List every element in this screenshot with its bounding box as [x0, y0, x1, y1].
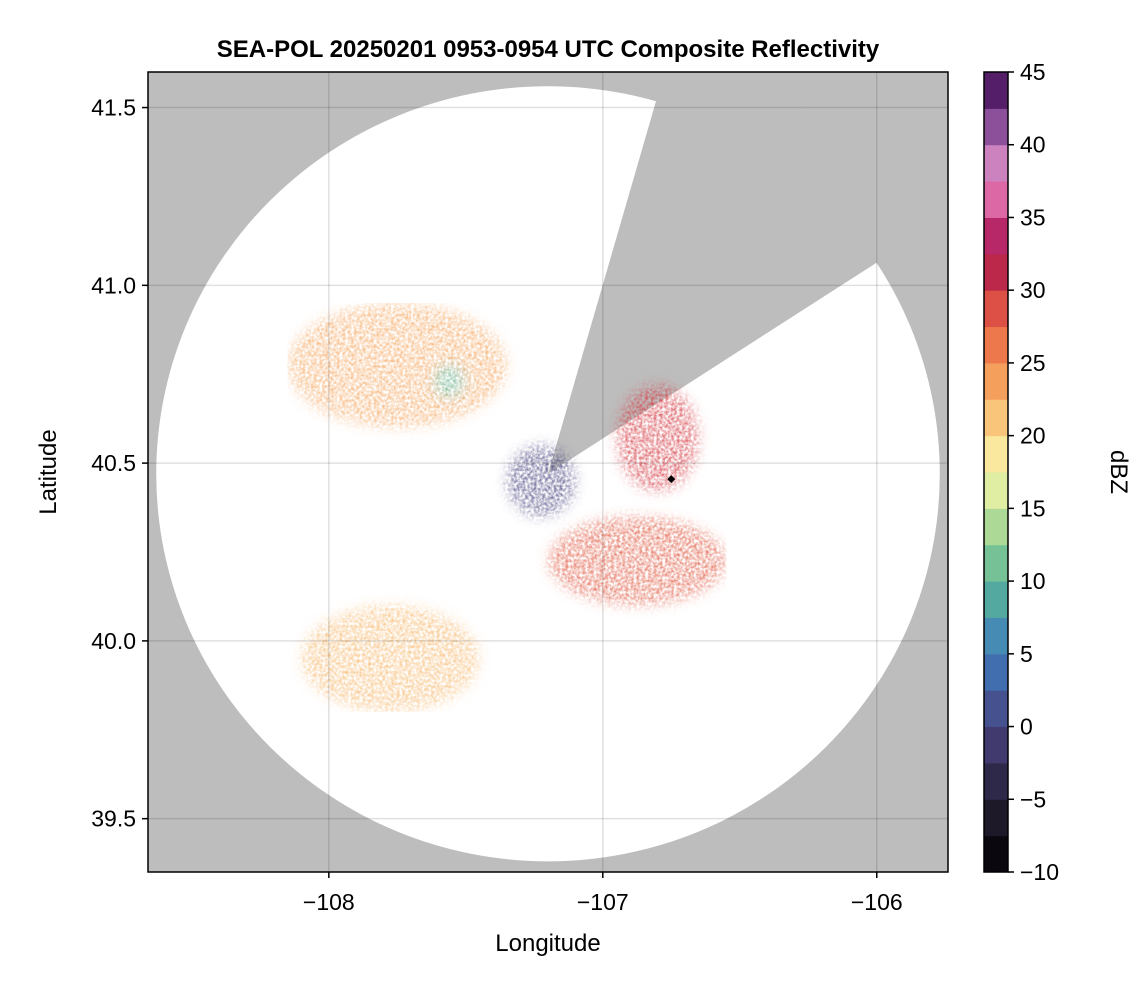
echo-region [432, 363, 466, 400]
colorbar-tick-label: 35 [1020, 204, 1046, 230]
y-tick-label: 39.5 [91, 806, 136, 832]
colorbar-bin [984, 581, 1008, 618]
colorbar-bin [984, 253, 1008, 291]
colorbar-bin [984, 217, 1008, 255]
blocked-sector [548, 72, 926, 474]
reflectivity-echoes [287, 303, 727, 713]
markers [667, 475, 676, 484]
colorbar-bin [984, 472, 1008, 509]
colorbar-tick-label: 15 [1020, 495, 1046, 521]
y-axis-ticks: 39.5 40.0 40.5 41.0 41.5 [91, 95, 148, 832]
y-tick-label: 40.0 [91, 628, 136, 654]
station-marker [667, 475, 676, 484]
colorbar-bin [984, 617, 1008, 655]
plot-frame [147, 71, 949, 873]
colorbar-frame [983, 71, 1009, 873]
colorbar-tick-label: 0 [1020, 714, 1033, 740]
colorbar-ticks: 45 40 35 30 25 20 15 10 5 0 −5 −10 [1008, 59, 1059, 885]
colorbar-tick-label: 30 [1020, 277, 1046, 303]
colorbar-tick-label: 40 [1020, 132, 1046, 158]
echo-region [616, 384, 699, 492]
plot-area [148, 72, 948, 872]
colorbar-bin [984, 144, 1008, 182]
colorbar-tick-label: 45 [1020, 59, 1046, 85]
colorbar-bin [984, 399, 1008, 437]
gridlines [148, 72, 948, 872]
colorbar-bin [984, 326, 1008, 364]
colorbar-tick-label: 25 [1020, 350, 1046, 376]
colorbar-bin [984, 653, 1008, 691]
colorbar-label: dBZ [1105, 450, 1132, 494]
colorbar-bin [984, 72, 1008, 109]
chart-title: SEA-POL 20250201 0953-0954 UTC Composite… [217, 36, 880, 63]
colorbar-tick-label: 5 [1020, 641, 1033, 667]
echo-regions-soft [287, 303, 727, 713]
colorbar-bin [984, 435, 1008, 473]
y-tick-label: 40.5 [91, 450, 136, 476]
colorbar-tick-label: −5 [1020, 786, 1046, 812]
y-axis-label: Latitude [35, 429, 62, 514]
colorbar-bin [984, 362, 1008, 400]
echo-region [287, 303, 507, 428]
colorbar-bin [984, 544, 1008, 582]
x-tick-label: −106 [851, 889, 903, 915]
colorbar-tick-label: −10 [1020, 859, 1059, 885]
x-axis-label: Longitude [495, 930, 600, 957]
colorbar-tick-label: 20 [1020, 423, 1046, 449]
colorbar-bin [984, 108, 1008, 146]
y-tick-label: 41.5 [91, 95, 136, 121]
colorbar-bin [984, 835, 1008, 873]
colorbar [983, 71, 1009, 873]
colorbar-bin [984, 726, 1008, 764]
colorbar-bin [984, 181, 1008, 218]
y-tick-label: 41.0 [91, 272, 136, 298]
echo-region [301, 605, 480, 713]
x-axis-ticks: −108 −107 −106 [303, 872, 903, 915]
x-tick-label: −107 [577, 889, 629, 915]
colorbar-bin [984, 290, 1008, 328]
colorbar-bin [984, 508, 1008, 546]
colorbar-bin [984, 799, 1008, 837]
echo-region [506, 445, 576, 517]
colorbar-bin [984, 690, 1008, 728]
colorbar-tick-label: 10 [1020, 568, 1046, 594]
colorbar-bin [984, 762, 1008, 800]
x-tick-label: −108 [303, 889, 355, 915]
echo-region [548, 516, 727, 606]
